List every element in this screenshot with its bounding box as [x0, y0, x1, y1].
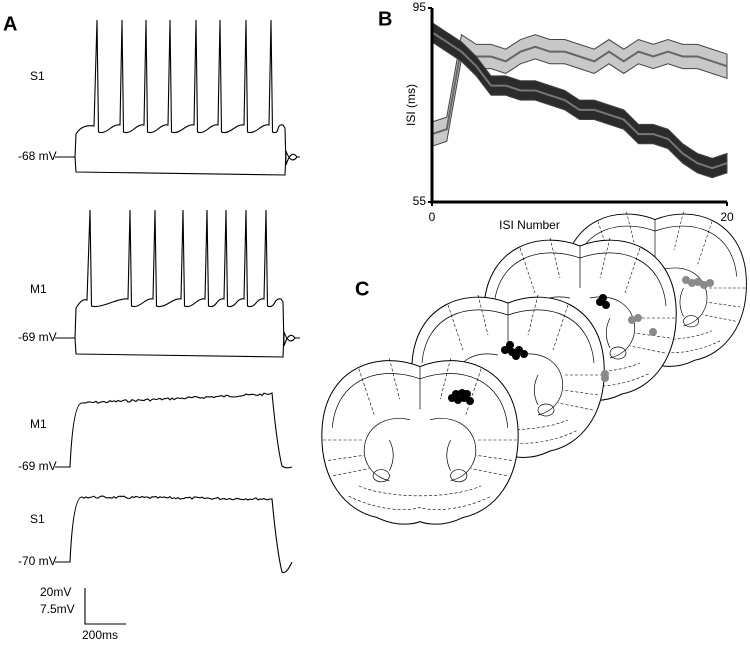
nucleus	[537, 403, 555, 417]
nucleus	[450, 469, 468, 483]
region-boundary	[470, 468, 507, 477]
panel-label: C	[355, 278, 369, 300]
region-boundary	[519, 247, 536, 294]
recording-site	[520, 350, 528, 358]
nucleus	[683, 315, 700, 328]
recording-site	[501, 346, 509, 354]
trace-potential: -68 mV	[18, 149, 57, 163]
region-boundary	[447, 304, 464, 351]
recording-site	[694, 278, 702, 286]
region-boundary	[358, 368, 375, 415]
error-band	[431, 33, 728, 147]
trace-potential: -69 mV	[18, 459, 57, 473]
recording-site	[463, 390, 471, 398]
nucleus	[609, 346, 627, 360]
brain-section	[321, 358, 519, 525]
region-boundary	[552, 304, 569, 351]
nucleus	[372, 469, 390, 483]
region-boundary	[527, 294, 539, 336]
panel-label: B	[378, 8, 392, 30]
series-line	[431, 31, 728, 170]
region-boundary	[562, 389, 599, 396]
recording-site	[682, 276, 690, 284]
error-band	[431, 21, 728, 179]
scale-bar-label: 200ms	[82, 628, 118, 642]
trace-region: S1	[30, 512, 45, 526]
region-boundary	[465, 368, 482, 415]
region-boundary	[697, 221, 713, 265]
recording-site	[599, 294, 607, 302]
voltage-trace	[55, 495, 293, 574]
region-boundary	[477, 294, 489, 336]
voltage-trace	[55, 19, 300, 166]
region-boundary	[333, 468, 370, 477]
trace-region: M1	[30, 282, 47, 296]
x-axis-label: ISI Number	[499, 218, 560, 232]
recording-site	[601, 370, 609, 378]
panel-label: A	[3, 13, 17, 35]
region-boundary	[624, 247, 641, 294]
region-boundary	[389, 358, 400, 400]
recording-site	[506, 341, 514, 349]
brain-sections	[321, 211, 747, 525]
region-boundary	[626, 211, 637, 251]
scale-bar-label: 7.5mV	[40, 602, 75, 616]
voltage-trace	[55, 209, 300, 347]
region-boundary	[702, 314, 736, 322]
region-boundary	[599, 237, 611, 279]
region-boundary	[328, 454, 364, 461]
region-boundary	[476, 454, 512, 461]
trace-potential: -70 mV	[18, 554, 57, 568]
x-tick-label: 20	[720, 210, 734, 224]
region-boundary	[707, 301, 741, 308]
trace-region: M1	[30, 417, 47, 431]
recording-site	[706, 279, 714, 287]
recording-site	[688, 279, 696, 287]
region-boundary	[629, 345, 666, 354]
ventricle	[364, 418, 476, 482]
voltage-trace	[74, 331, 300, 358]
voltage-traces	[55, 19, 300, 574]
voltage-trace	[55, 392, 293, 469]
region-boundary	[557, 402, 594, 411]
y-axis-label: ISI (ms)	[404, 84, 418, 126]
trace-potential: -69 mV	[18, 330, 57, 344]
scale-bar	[84, 588, 126, 625]
ventricle	[389, 439, 451, 471]
voltage-trace	[74, 150, 300, 176]
scale-bar-label: 20mV	[40, 585, 71, 599]
region-boundary	[440, 358, 451, 400]
region-boundary	[549, 237, 561, 279]
trace-region: S1	[30, 69, 45, 83]
recording-site	[466, 397, 474, 405]
region-boundary	[597, 221, 613, 265]
recording-site	[649, 328, 657, 336]
region-boundary	[348, 485, 492, 510]
recording-site	[602, 301, 610, 309]
recording-site	[512, 352, 520, 360]
recording-site	[634, 314, 642, 322]
isi-chart: 55 95 0 20 ISI Number ISI (ms)	[404, 0, 734, 232]
y-tick-label: 55	[413, 194, 427, 208]
series-line	[431, 45, 728, 136]
y-tick-label: 95	[413, 0, 427, 14]
region-boundary	[673, 211, 684, 251]
recording-site	[452, 390, 460, 398]
x-tick-label: 0	[429, 210, 436, 224]
